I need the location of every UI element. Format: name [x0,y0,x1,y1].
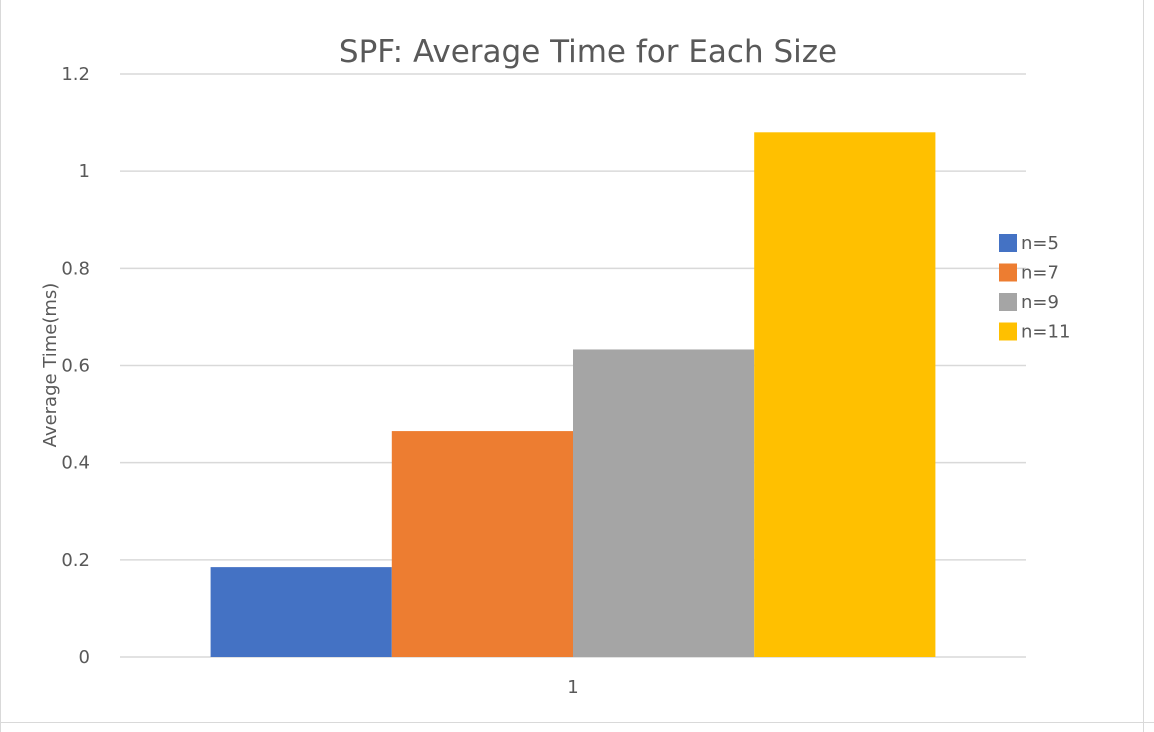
legend-swatch [999,234,1017,252]
bars [210,132,936,658]
legend-label: n=11 [1021,322,1070,343]
legend-swatch [999,293,1017,311]
y-tick-label: 1 [79,161,90,182]
y-tick-label: 0.4 [61,453,90,474]
y-axis-ticks: 0 0.2 0.4 0.6 0.8 1 1.2 [61,64,90,668]
y-tick-label: 0.2 [61,550,90,571]
chart-title: SPF: Average Time for Each Size [339,34,837,70]
y-tick-label: 0.6 [61,356,90,377]
y-axis-title: Average Time(ms) [40,283,61,448]
y-tick-label: 1.2 [61,64,90,85]
legend: n=5 n=7 n=9 n=11 [999,233,1070,343]
legend-label: n=7 [1021,263,1059,284]
legend-label: n=9 [1021,292,1059,313]
bar-n-7 [391,431,573,657]
x-axis-ticks: 1 [567,677,578,698]
bar-n-11 [754,132,936,658]
y-tick-label: 0.8 [61,258,90,279]
legend-label: n=5 [1021,233,1059,254]
legend-swatch [999,263,1017,282]
legend-swatch [999,322,1017,341]
y-tick-label: 0 [79,647,90,668]
x-tick-label: 1 [567,677,578,698]
bar-n-9 [573,349,755,657]
bar-n-5 [210,567,392,657]
